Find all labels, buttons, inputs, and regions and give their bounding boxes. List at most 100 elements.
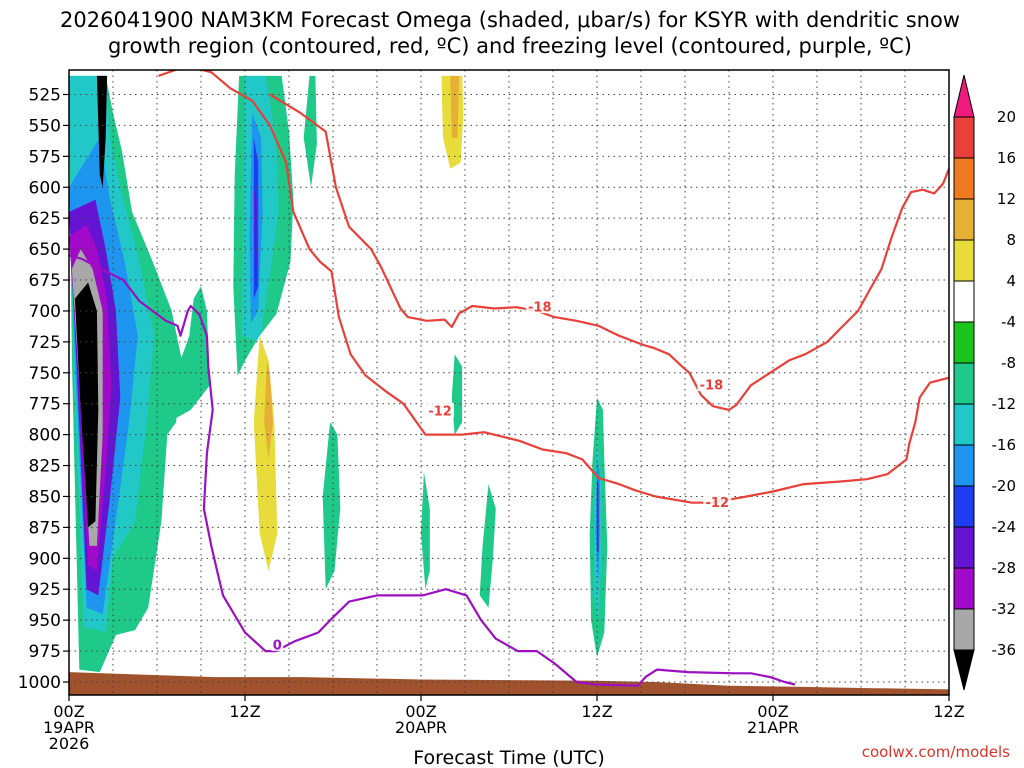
colorbar-segment-4 xyxy=(953,280,975,323)
omega-region-19 xyxy=(264,360,273,460)
y-tick-label-825: 825 xyxy=(29,457,61,477)
x-tick-label-4-0: 00Z xyxy=(757,702,788,721)
colorbar-label--8: -8 xyxy=(1001,354,1016,372)
omega-region-21 xyxy=(322,422,341,590)
colorbar-label--12: -12 xyxy=(992,395,1017,413)
colorbar-label--20: -20 xyxy=(992,477,1017,495)
contour-label-2: -12 xyxy=(428,405,452,420)
colorbar-segment-7 xyxy=(953,403,975,446)
colorbar-label-12: 12 xyxy=(997,190,1016,208)
colorbar-segment-8 xyxy=(953,444,975,487)
colorbar-label--28: -28 xyxy=(992,559,1017,577)
colorbar-top-arrow xyxy=(953,74,975,118)
omega-region-25 xyxy=(396,385,426,614)
y-tick-label-550: 550 xyxy=(29,116,61,136)
x-tick-label-0-1: 19APR xyxy=(43,718,95,737)
y-tick-label-675: 675 xyxy=(29,271,61,291)
colorbar-bottom-arrow xyxy=(953,649,975,691)
colorbar-segment-2 xyxy=(953,198,975,241)
colorbar-segment-6 xyxy=(953,362,975,405)
colorbar-label-20: 20 xyxy=(997,108,1016,126)
contour-label-4: 0 xyxy=(273,638,282,653)
y-tick-label-925: 925 xyxy=(29,580,61,600)
omega-region-16 xyxy=(253,187,257,287)
dgz-isotherm-minus12 xyxy=(158,70,949,504)
omega-region-32 xyxy=(451,354,463,435)
colorbar-segment-12 xyxy=(953,608,975,651)
y-tick-label-975: 975 xyxy=(29,642,61,662)
colorbar-segment-11 xyxy=(953,567,975,610)
y-tick-label-950: 950 xyxy=(29,611,61,631)
contour-label-bg-4 xyxy=(271,636,284,651)
colorbar-segment-9 xyxy=(953,485,975,528)
terrain-layer xyxy=(69,672,949,695)
y-tick-label-850: 850 xyxy=(29,487,61,507)
contour-label-bg-3 xyxy=(703,494,732,509)
chart-title-line1: 2026041900 NAM3KM Forecast Omega (shaded… xyxy=(60,8,960,32)
colorbar-label-8: 8 xyxy=(1006,231,1016,249)
omega-region-7 xyxy=(74,282,99,528)
y-tick-label-575: 575 xyxy=(29,147,61,167)
omega-region-29 xyxy=(450,75,460,138)
omega-region-34 xyxy=(479,484,496,608)
omega-region-8 xyxy=(96,75,108,188)
x-axis-label: Forecast Time (UTC) xyxy=(413,747,604,768)
plot-frame xyxy=(68,69,950,696)
omega-region-39 xyxy=(617,484,637,621)
terrain-fill xyxy=(69,672,949,695)
omega-region-22 xyxy=(352,75,367,163)
omega-region-40 xyxy=(806,82,841,237)
x-tick-label-5-0: 12Z xyxy=(933,702,964,721)
y-tick-label-600: 600 xyxy=(29,178,61,198)
colorbar-segment-1 xyxy=(953,157,975,200)
omega-region-24 xyxy=(360,533,380,584)
x-tick-label-2-1: 20APR xyxy=(395,718,447,737)
colorbar-label--32: -32 xyxy=(992,600,1017,618)
omega-region-23 xyxy=(344,360,366,460)
omega-region-9 xyxy=(151,286,210,423)
x-tick-label-0-2: 2026 xyxy=(49,734,90,753)
colorbar-segment-10 xyxy=(953,526,975,569)
y-tick-label-725: 725 xyxy=(29,333,61,353)
y-tick-label-1000: 1000 xyxy=(18,673,61,693)
y-tick-label-875: 875 xyxy=(29,518,61,538)
x-tick-label-1-0: 12Z xyxy=(229,702,260,721)
y-tick-label-750: 750 xyxy=(29,364,61,384)
contour-label-3: -12 xyxy=(706,496,730,511)
omega-shading-layer xyxy=(69,75,841,673)
plot-area: -18 -18 -12 -12 0 xyxy=(68,69,950,696)
y-tick-label-625: 625 xyxy=(29,209,61,229)
x-tick-label-3-0: 12Z xyxy=(581,702,612,721)
x-tick-label-4-1: 21APR xyxy=(747,718,799,737)
contour-layer xyxy=(69,70,949,687)
credit-link[interactable]: coolwx.com/models xyxy=(862,743,1010,761)
colorbar-label--16: -16 xyxy=(992,436,1017,454)
colorbar-segment-0 xyxy=(953,116,975,159)
omega-region-31 xyxy=(467,317,483,386)
colorbar-label--4: -4 xyxy=(1001,313,1016,331)
contour-label-1: -18 xyxy=(700,379,724,394)
colorbar-label-16: 16 xyxy=(997,149,1016,167)
colorbar-segment-3 xyxy=(953,239,975,282)
colorbar-label--36: -36 xyxy=(992,641,1017,659)
y-axis: 525 550 575 600 625 650 675 700 725 750 775 800 825 8… xyxy=(18,86,69,693)
contour-label-bg-2 xyxy=(426,403,455,418)
colorbar: 20 16 12 8 4 -4 -8 -12 -16 -20 -24 -28 -32 -36 xyxy=(953,74,1017,691)
y-tick-label-525: 525 xyxy=(29,86,61,106)
x-tick-label-0-0: 00Z xyxy=(53,702,84,721)
chart-title-line2: growth region (contoured, red, ºC) and f… xyxy=(108,34,912,58)
freezing-level-isotherm xyxy=(69,254,796,687)
y-tick-label-650: 650 xyxy=(29,240,61,260)
colorbar-segment-5 xyxy=(953,321,975,364)
colorbar-label--24: -24 xyxy=(992,518,1017,536)
x-tick-label-2-0: 00Z xyxy=(405,702,436,721)
y-tick-label-700: 700 xyxy=(29,302,61,322)
contour-label-bg-1 xyxy=(697,377,726,392)
y-tick-label-900: 900 xyxy=(29,549,61,569)
omega-region-10 xyxy=(199,113,215,237)
plot-background xyxy=(69,70,949,695)
omega-region-18 xyxy=(253,335,278,571)
omega-region-20 xyxy=(303,75,317,188)
